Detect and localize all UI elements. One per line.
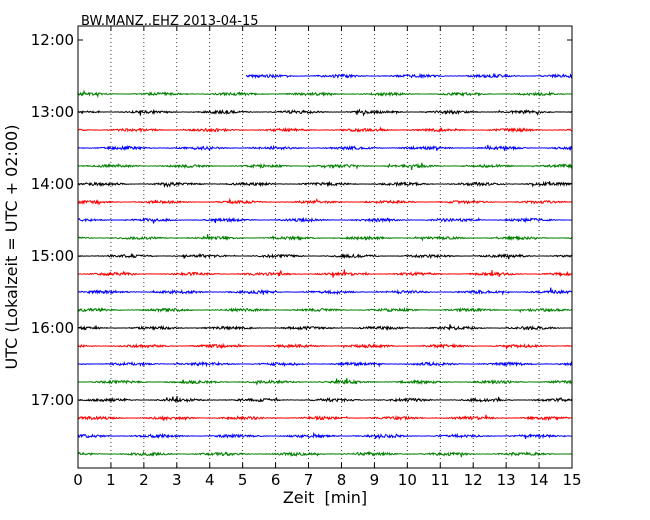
trace-1745 <box>77 450 573 458</box>
trace-1645 <box>77 377 572 386</box>
trace-1445 <box>77 234 573 242</box>
trace-1245 <box>77 89 572 99</box>
x-tick-label-9: 9 <box>370 471 380 489</box>
x-tick-label-15: 15 <box>562 471 581 489</box>
plot-frame <box>77 25 573 469</box>
trace-1630 <box>77 360 573 368</box>
x-axis: 0 1 2 3 4 5 6 7 8 9 10 11 12 13 14 15 <box>73 26 582 489</box>
x-tick-label-14: 14 <box>530 471 549 489</box>
x-grid <box>110 26 540 468</box>
trace-1530 <box>77 287 573 296</box>
y-tick-label-2: 14:00 <box>31 175 74 193</box>
y-tick-label-1: 13:00 <box>31 103 74 121</box>
x-tick-label-0: 0 <box>73 471 83 489</box>
x-tick-label-12: 12 <box>464 471 483 489</box>
y-axis: 12:00 13:00 14:00 15:00 16:00 17:00 <box>31 31 572 409</box>
x-tick-label-1: 1 <box>106 471 116 489</box>
trace-1300 <box>77 108 572 117</box>
trace-1600 <box>77 324 572 332</box>
trace-1330 <box>77 144 573 152</box>
trace-1500 <box>77 252 573 260</box>
x-tick-label-11: 11 <box>431 471 450 489</box>
trace-1545 <box>77 306 572 314</box>
chart-title: BW.MANZ..EHZ 2013-04-15 <box>81 14 259 29</box>
trace-1230 <box>245 72 573 80</box>
x-tick-label-8: 8 <box>337 471 347 489</box>
x-tick-label-6: 6 <box>271 471 281 489</box>
y-tick-label-5: 17:00 <box>31 391 74 409</box>
x-tick-label-3: 3 <box>172 471 182 489</box>
trace-1730 <box>77 431 572 440</box>
x-tick-label-13: 13 <box>497 471 516 489</box>
trace-1515 <box>77 269 573 278</box>
trace-1415 <box>77 197 572 206</box>
trace-1615 <box>77 342 573 350</box>
trace-1345 <box>77 162 573 171</box>
trace-1430 <box>77 216 572 224</box>
y-tick-label-3: 15:00 <box>31 247 74 265</box>
trace-1315 <box>77 126 572 134</box>
trace-1400 <box>77 180 573 189</box>
y-tick-label-4: 16:00 <box>31 319 74 337</box>
x-tick-label-7: 7 <box>304 471 314 489</box>
trace-group <box>77 72 573 458</box>
trace-1715 <box>77 414 572 422</box>
x-tick-label-10: 10 <box>398 471 417 489</box>
trace-1700 <box>77 395 573 404</box>
y-axis-label: UTC (Lokalzeit = UTC + 02:00) <box>2 125 21 370</box>
y-tick-label-0: 12:00 <box>31 31 74 49</box>
x-tick-label-2: 2 <box>139 471 149 489</box>
x-tick-label-4: 4 <box>205 471 215 489</box>
x-axis-label: Zeit [min] <box>283 488 367 507</box>
x-tick-label-5: 5 <box>238 471 248 489</box>
